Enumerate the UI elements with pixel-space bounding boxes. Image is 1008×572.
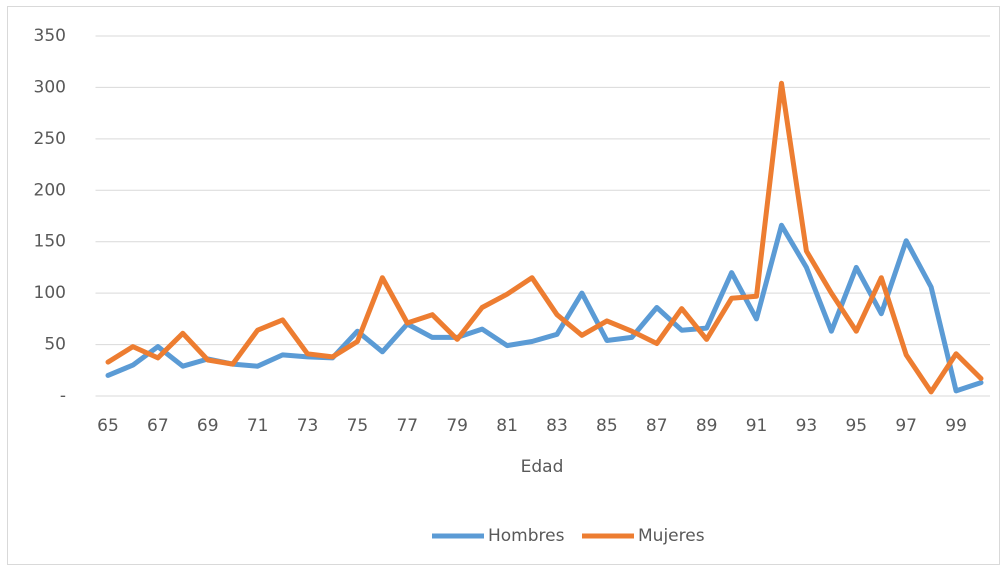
legend-label: Hombres [488, 526, 565, 546]
y-tick-label: 350 [34, 26, 66, 46]
x-tick-label: 71 [247, 416, 269, 436]
x-tick-label: 93 [796, 416, 818, 436]
x-tick-label: 75 [347, 416, 369, 436]
x-tick-label: 99 [945, 416, 967, 436]
x-tick-label: 69 [197, 416, 219, 436]
legend-label: Mujeres [638, 526, 705, 546]
x-tick-label: 85 [596, 416, 618, 436]
x-tick-label: 97 [895, 416, 917, 436]
x-axis-title: Edad [521, 457, 564, 477]
y-tick-label: 300 [34, 77, 66, 97]
series-line [105, 222, 984, 394]
y-tick-label: 150 [34, 232, 66, 252]
x-tick-label: 87 [646, 416, 668, 436]
x-tick-label: 89 [696, 416, 718, 436]
x-tick-label: 95 [845, 416, 867, 436]
x-tick-label: 81 [496, 416, 518, 436]
y-tick-label: 50 [44, 335, 66, 355]
x-tick-label: 79 [446, 416, 468, 436]
y-tick-label: 200 [34, 180, 66, 200]
x-tick-label: 67 [147, 416, 169, 436]
x-tick-label: 83 [546, 416, 568, 436]
y-tick-label: - [60, 386, 66, 406]
x-tick-label: 73 [297, 416, 319, 436]
x-tick-label: 65 [97, 416, 119, 436]
x-tick-label: 91 [746, 416, 768, 436]
series-line [105, 80, 984, 395]
chart-border [7, 6, 1000, 565]
x-tick-label: 77 [396, 416, 418, 436]
y-tick-label: 100 [34, 283, 66, 303]
y-tick-label: 250 [34, 129, 66, 149]
